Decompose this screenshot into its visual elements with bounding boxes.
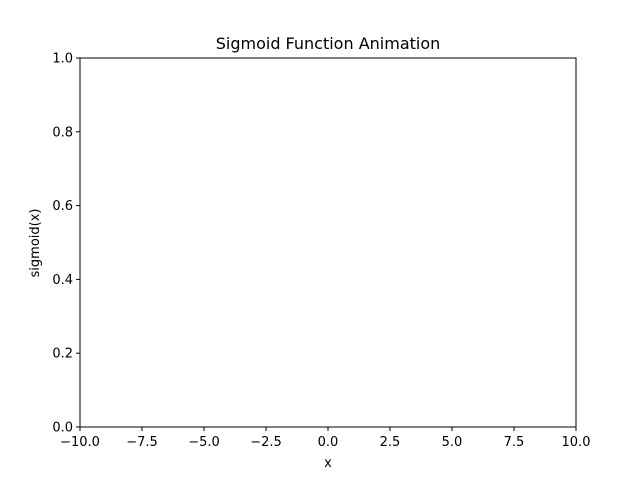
x-tick-label: 10.0: [562, 435, 591, 450]
x-tick-label: −2.5: [250, 435, 282, 450]
y-tick-label: 0.0: [52, 421, 73, 436]
y-axis: 0.0 0.2 0.4 0.6 0.8 1.0: [52, 52, 80, 436]
x-tick-label: −5.0: [188, 435, 220, 450]
y-tick-label: 0.2: [52, 347, 73, 362]
x-tick-label: 2.5: [380, 435, 401, 450]
y-tick-label: 1.0: [52, 52, 73, 67]
y-axis-label: sigmoid(x): [28, 209, 43, 278]
y-tick-label: 0.4: [52, 273, 73, 288]
x-tick-label: 7.5: [504, 435, 525, 450]
x-tick-label: 5.0: [442, 435, 463, 450]
x-tick-label: −7.5: [126, 435, 158, 450]
x-tick-label: 0.0: [318, 435, 339, 450]
y-tick-label: 0.6: [52, 199, 73, 214]
y-tick-label: 0.8: [52, 125, 73, 140]
x-axis-label: x: [324, 456, 332, 471]
x-tick-label: −10.0: [60, 435, 100, 450]
x-axis: −10.0 −7.5 −5.0 −2.5 0.0 2.5 5.0 7.5 10.0: [60, 427, 590, 450]
chart-title: Sigmoid Function Animation: [216, 34, 441, 53]
